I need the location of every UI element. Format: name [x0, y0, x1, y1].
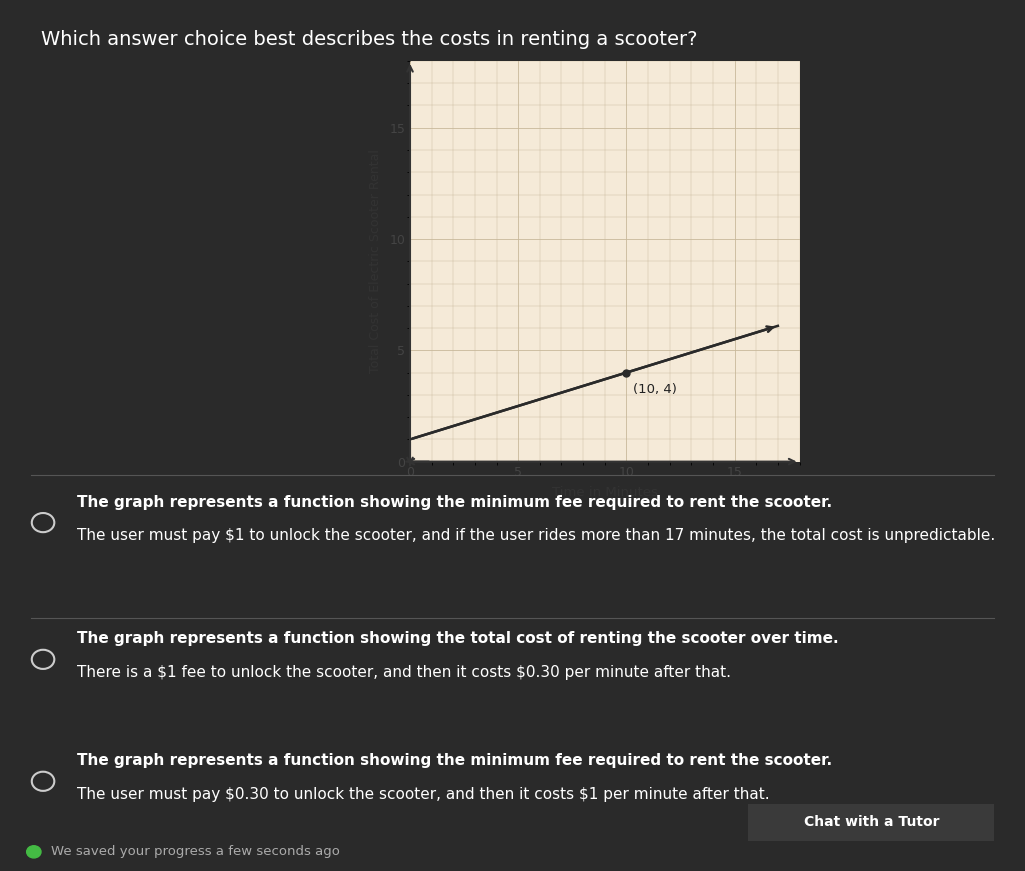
Text: (10, 4): (10, 4) [632, 382, 676, 395]
Y-axis label: Total Cost of Electric Scooter Rental: Total Cost of Electric Scooter Rental [369, 149, 382, 374]
Text: The user must pay \$1 to unlock the scooter, and if the user rides more than 17 : The user must pay \$1 to unlock the scoo… [77, 528, 995, 543]
Text: There is a \$1 fee to unlock the scooter, and then it costs \$0.30 per minute af: There is a \$1 fee to unlock the scooter… [77, 665, 731, 679]
FancyBboxPatch shape [736, 802, 1007, 842]
Text: The graph represents a function showing the total cost of renting the scooter ov: The graph represents a function showing … [77, 631, 838, 646]
Text: The graph represents a function showing the minimum fee required to rent the sco: The graph represents a function showing … [77, 753, 832, 768]
Text: The graph represents a function showing the minimum fee required to rent the sco: The graph represents a function showing … [77, 495, 832, 510]
X-axis label: Time in Minutes: Time in Minutes [551, 486, 658, 499]
Text: We saved your progress a few seconds ago: We saved your progress a few seconds ago [51, 846, 340, 858]
Text: Chat with a Tutor: Chat with a Tutor [804, 815, 939, 829]
Text: Which answer choice best describes the costs in renting a scooter?: Which answer choice best describes the c… [41, 30, 697, 50]
Text: The user must pay \$0.30 to unlock the scooter, and then it costs \$1 per minute: The user must pay \$0.30 to unlock the s… [77, 787, 770, 801]
